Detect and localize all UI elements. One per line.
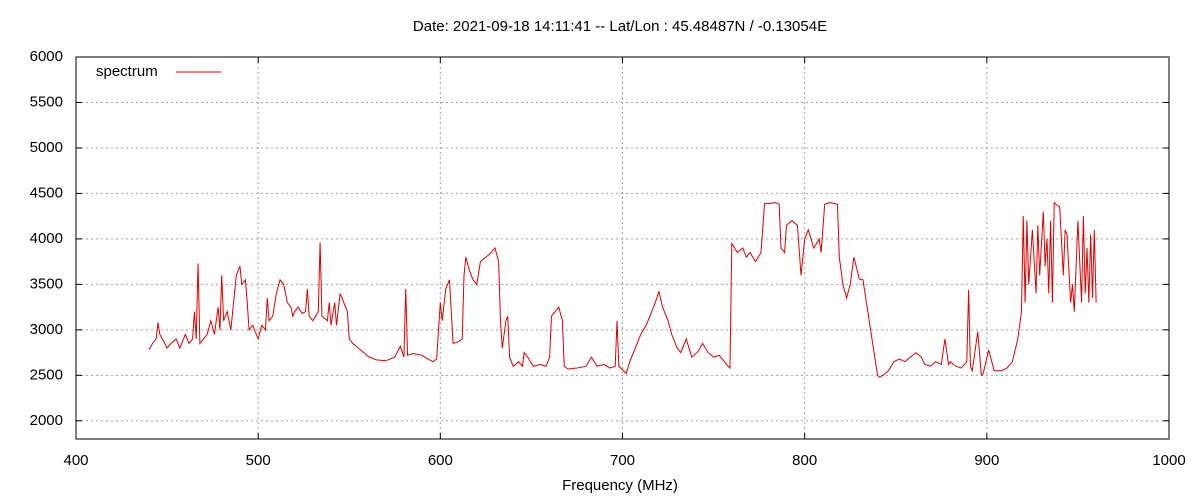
- x-axis-label: Frequency (MHz): [562, 477, 678, 494]
- y-tick-label: 3500: [30, 275, 63, 292]
- x-tick-label: 500: [246, 452, 271, 469]
- legend-label: spectrum: [96, 63, 158, 80]
- plot-frame: [75, 56, 1170, 440]
- spectrum-line: [148, 201, 1097, 378]
- x-tick-label: 400: [63, 452, 88, 469]
- y-tick-label: 2000: [30, 412, 63, 429]
- y-tick-label: 3000: [30, 321, 63, 338]
- x-tick-label: 900: [974, 452, 999, 469]
- y-tick-label: 4500: [30, 184, 63, 201]
- y-tick-label: 2500: [30, 366, 63, 383]
- x-tick-label: 600: [428, 452, 453, 469]
- y-tick-label: 4000: [30, 230, 63, 247]
- y-tick-label: 5000: [30, 139, 63, 156]
- y-tick-label: 5500: [30, 93, 63, 110]
- y-tick-label: 6000: [30, 48, 63, 65]
- x-tick-label: 1000: [1152, 452, 1185, 469]
- chart-title: Date: 2021-09-18 14:11:41 -- Lat/Lon : 4…: [413, 18, 827, 35]
- x-tick-label: 700: [610, 452, 635, 469]
- x-tick-label: 800: [792, 452, 817, 469]
